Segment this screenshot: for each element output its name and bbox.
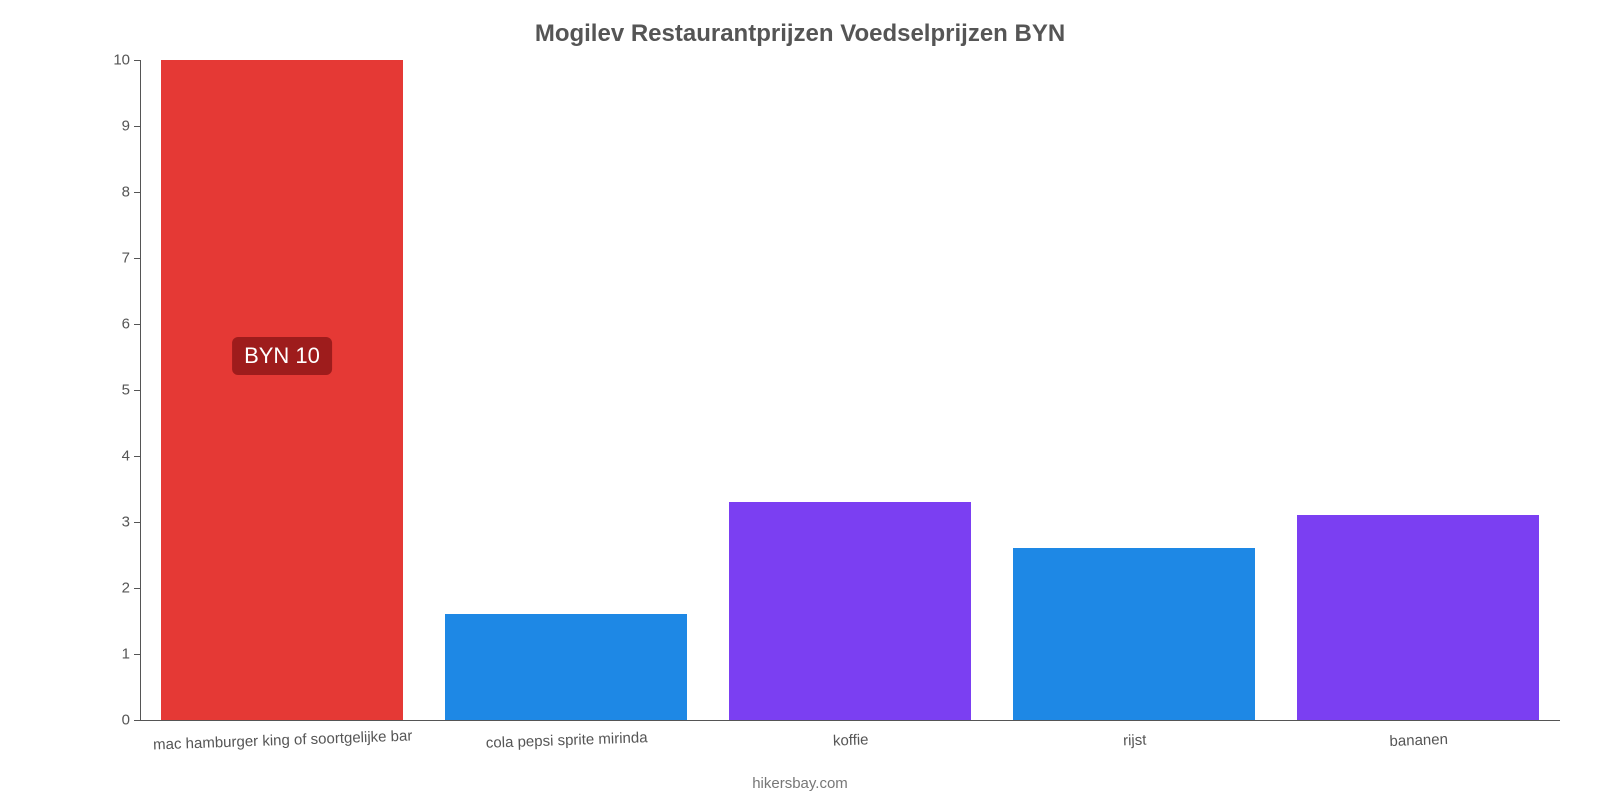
x-category-label: cola pepsi sprite mirinda bbox=[485, 717, 648, 752]
x-category-label: bananen bbox=[1389, 719, 1448, 750]
y-axis bbox=[140, 60, 141, 720]
bar: BYN 3.3 bbox=[729, 502, 970, 720]
y-tick-label: 9 bbox=[122, 118, 140, 135]
x-category-label: koffie bbox=[832, 719, 869, 749]
y-tick-label: 4 bbox=[122, 448, 140, 465]
chart-credit: hikersbay.com bbox=[0, 775, 1600, 792]
y-tick-label: 3 bbox=[122, 514, 140, 531]
y-tick-label: 1 bbox=[122, 646, 140, 663]
chart-title: Mogilev Restaurantprijzen Voedselprijzen… bbox=[0, 20, 1600, 48]
bar: BYN 3.1 bbox=[1297, 515, 1538, 720]
bar: BYN 1.6 bbox=[445, 614, 686, 720]
y-tick-label: 8 bbox=[122, 184, 140, 201]
bar-value-label: BYN 10 bbox=[232, 337, 332, 375]
plot-area: 012345678910BYN 10mac hamburger king of … bbox=[140, 60, 1560, 720]
x-category-label: rijst bbox=[1122, 720, 1146, 750]
chart-container: Mogilev Restaurantprijzen Voedselprijzen… bbox=[0, 0, 1600, 800]
x-category-label: mac hamburger king of soortgelijke bar bbox=[152, 715, 412, 753]
y-tick-label: 0 bbox=[122, 712, 140, 729]
bar: BYN 2.6 bbox=[1013, 548, 1254, 720]
y-tick-label: 6 bbox=[122, 316, 140, 333]
y-tick-label: 10 bbox=[113, 52, 140, 69]
y-tick-label: 5 bbox=[122, 382, 140, 399]
bar: BYN 10 bbox=[161, 60, 402, 720]
y-tick-label: 7 bbox=[122, 250, 140, 267]
y-tick-label: 2 bbox=[122, 580, 140, 597]
